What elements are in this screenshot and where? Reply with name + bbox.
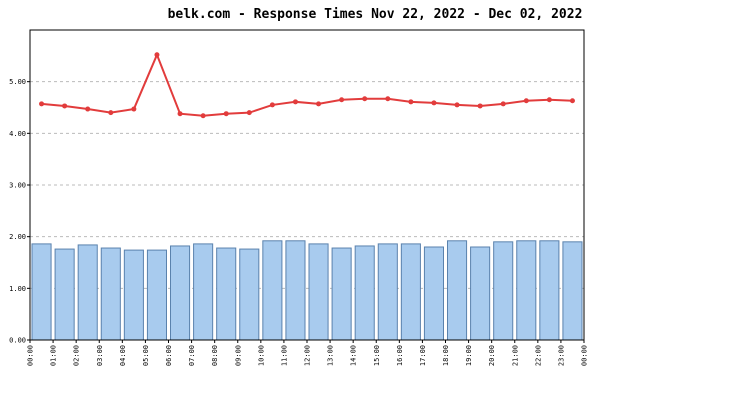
y-tick-label: 5.00	[9, 78, 26, 86]
x-tick-label: 06:00	[165, 345, 173, 366]
bar	[447, 240, 468, 341]
line-point	[200, 113, 206, 119]
x-tick-label: 08:00	[211, 345, 219, 366]
bar	[77, 244, 98, 341]
bar	[470, 246, 491, 341]
bar	[216, 247, 237, 341]
x-tick-label: 16:00	[396, 345, 404, 366]
line-point	[454, 102, 460, 108]
bar	[308, 243, 329, 341]
x-tick-label: 00:00	[27, 345, 35, 366]
line-point	[431, 100, 437, 106]
line-point	[477, 103, 483, 109]
chart-title: belk.com - Response Times Nov 22, 2022 -…	[168, 7, 583, 22]
x-tick-label: 10:00	[257, 345, 265, 366]
bar	[31, 243, 52, 341]
x-tick-label: 12:00	[304, 345, 312, 366]
bar	[239, 248, 260, 341]
x-tick-label: 17:00	[419, 345, 427, 366]
x-tick-label: 02:00	[73, 345, 81, 366]
plot-border	[29, 29, 585, 341]
line-point	[339, 97, 345, 103]
x-tick-label: 20:00	[488, 345, 496, 366]
line-point	[292, 99, 298, 105]
line-point	[62, 103, 68, 109]
bar	[516, 240, 537, 341]
y-tick-label: 0.00	[9, 337, 26, 345]
line	[41, 52, 573, 117]
line-point	[39, 101, 45, 107]
line-point	[569, 98, 575, 104]
x-tick-label: 19:00	[465, 345, 473, 366]
line-point	[316, 101, 322, 107]
line-point	[546, 97, 552, 103]
x-tick-label: 15:00	[373, 345, 381, 366]
line-point	[154, 52, 160, 58]
y-tick-label: 3.00	[9, 182, 26, 190]
bar	[562, 241, 583, 341]
x-tick-label: 01:00	[50, 345, 58, 366]
y-tick-label: 2.00	[9, 233, 26, 241]
line-point	[131, 106, 137, 112]
x-tick-label: 03:00	[96, 345, 104, 366]
x-tick-label: 13:00	[327, 345, 335, 366]
x-tick-label: 11:00	[280, 345, 288, 366]
bar	[54, 248, 75, 341]
bar	[193, 243, 214, 341]
line-point	[85, 106, 91, 112]
line-point	[177, 111, 183, 117]
line-point	[269, 102, 275, 108]
bar	[170, 245, 191, 341]
bar	[331, 247, 352, 341]
bar	[493, 241, 514, 341]
line-point	[523, 98, 529, 104]
line-point	[246, 110, 252, 116]
bar	[123, 249, 144, 341]
x-tick-label: 07:00	[188, 345, 196, 366]
line-point	[385, 96, 391, 102]
bar	[354, 245, 375, 341]
bar	[262, 240, 283, 341]
x-tick-label: 14:00	[350, 345, 358, 366]
bar	[377, 243, 398, 341]
bar	[100, 247, 121, 341]
y-tick-label: 4.00	[9, 130, 26, 138]
x-tick-label: 09:00	[234, 345, 242, 366]
line-point	[500, 101, 506, 107]
bar	[285, 240, 306, 341]
bar	[539, 240, 560, 341]
line-point	[408, 99, 414, 105]
x-tick-label: 00:00	[581, 345, 589, 366]
line-point	[362, 96, 368, 102]
y-tick-label: 1.00	[9, 285, 26, 293]
line-point	[108, 110, 114, 116]
x-tick-label: 23:00	[557, 345, 565, 366]
x-tick-label: 05:00	[142, 345, 150, 366]
bar	[423, 246, 444, 341]
x-tick-label: 22:00	[534, 345, 542, 366]
line-point	[223, 111, 229, 117]
x-tick-label: 21:00	[511, 345, 519, 366]
bar	[400, 243, 421, 341]
x-tick-label: 18:00	[442, 345, 450, 366]
x-tick-label: 04:00	[119, 345, 127, 366]
bar	[146, 249, 168, 341]
